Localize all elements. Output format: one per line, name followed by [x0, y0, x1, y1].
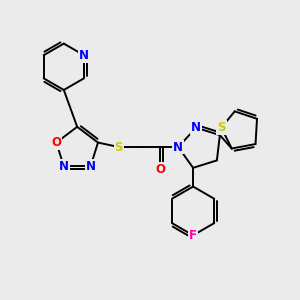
Text: N: N — [59, 160, 69, 173]
Text: O: O — [51, 136, 62, 149]
Text: N: N — [191, 121, 201, 134]
Text: N: N — [79, 49, 89, 62]
Text: N: N — [173, 140, 183, 154]
Text: S: S — [217, 121, 226, 134]
Text: O: O — [155, 163, 165, 176]
Text: N: N — [85, 160, 96, 173]
Text: S: S — [115, 140, 123, 154]
Text: F: F — [189, 229, 197, 242]
